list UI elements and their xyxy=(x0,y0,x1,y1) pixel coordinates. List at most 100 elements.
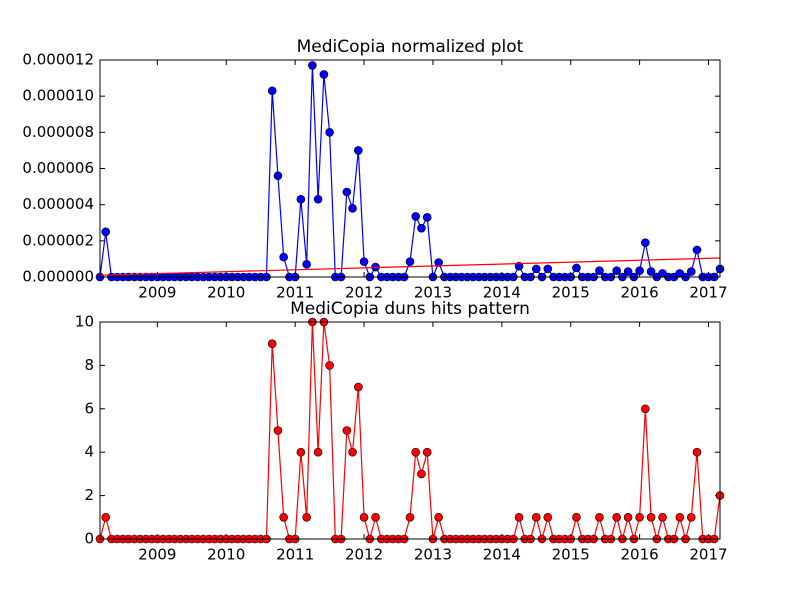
data-point xyxy=(646,267,656,276)
data-point xyxy=(692,447,702,457)
data-point xyxy=(348,203,357,213)
x-tick-label: 2013 xyxy=(414,284,452,302)
data-point xyxy=(279,252,288,262)
data-point xyxy=(302,260,311,269)
x-tick-label: 2015 xyxy=(552,546,590,564)
chart-title: MediCopia duns hits pattern xyxy=(290,299,530,319)
series-line xyxy=(99,321,721,542)
y-tick-label: 0.000006 xyxy=(22,159,94,177)
x-tick-label: 2011 xyxy=(276,546,314,564)
y-tick-label: 10 xyxy=(75,313,94,331)
x-tick-label: 2011 xyxy=(276,284,314,302)
data-point xyxy=(319,70,329,79)
chart-title: MediCopia normalized plot xyxy=(297,37,524,57)
data-point xyxy=(514,512,524,522)
data-point xyxy=(296,194,306,204)
data-point xyxy=(595,266,604,275)
data-point xyxy=(325,128,334,137)
data-point xyxy=(296,447,306,457)
x-tick-label: 2010 xyxy=(207,546,245,564)
data-point xyxy=(686,512,696,522)
data-point xyxy=(325,361,334,370)
x-tick-label: 2009 xyxy=(138,284,176,302)
data-point xyxy=(359,512,369,522)
y-tick-label: 0.000008 xyxy=(22,123,94,141)
x-tick-label: 2013 xyxy=(414,546,452,564)
y-tick-label: 0.000002 xyxy=(22,231,94,249)
data-point xyxy=(417,223,426,233)
data-point xyxy=(658,512,667,522)
x-tick-label: 2014 xyxy=(483,546,521,564)
data-point xyxy=(348,447,357,457)
data-point xyxy=(342,187,352,197)
data-point xyxy=(531,264,541,274)
data-point xyxy=(273,426,283,435)
x-tick-label: 2016 xyxy=(621,546,659,564)
data-point xyxy=(646,512,656,522)
data-point xyxy=(572,263,581,273)
series-line xyxy=(99,257,721,276)
data-point xyxy=(313,447,323,457)
data-point xyxy=(313,194,323,204)
data-point xyxy=(101,227,111,237)
x-tick-label: 2009 xyxy=(138,546,176,564)
plot-frame xyxy=(99,321,721,540)
x-tick-label: 2017 xyxy=(689,284,727,302)
y-tick-label: 0.000012 xyxy=(22,51,94,69)
data-point xyxy=(692,245,702,255)
data-point xyxy=(354,146,363,155)
data-point xyxy=(354,382,363,392)
data-point xyxy=(543,512,553,522)
y-tick-label: 0 xyxy=(84,530,94,548)
y-tick-label: 0.000000 xyxy=(22,268,94,286)
data-point xyxy=(101,512,111,522)
data-point xyxy=(267,86,277,96)
data-point xyxy=(342,426,352,435)
x-tick-label: 2015 xyxy=(552,284,590,302)
data-point xyxy=(405,257,415,266)
data-point xyxy=(371,512,380,522)
x-tick-label: 2016 xyxy=(621,284,659,302)
data-point xyxy=(422,447,432,457)
data-point xyxy=(417,469,426,479)
y-tick-label: 4 xyxy=(84,443,94,461)
data-point xyxy=(308,61,317,70)
x-tick-label: 2012 xyxy=(345,284,383,302)
data-point xyxy=(434,512,443,522)
y-tick-label: 0.000010 xyxy=(22,87,94,105)
x-tick-label: 2014 xyxy=(483,284,521,302)
data-point xyxy=(405,512,415,522)
data-point xyxy=(411,447,421,457)
data-point xyxy=(623,512,633,522)
data-point xyxy=(572,512,581,522)
x-tick-label: 2012 xyxy=(345,546,383,564)
data-point xyxy=(411,212,421,221)
data-point xyxy=(675,512,685,522)
data-point xyxy=(612,266,621,275)
data-point xyxy=(686,267,696,276)
data-point xyxy=(635,266,644,275)
data-point xyxy=(543,264,553,274)
data-point xyxy=(359,257,369,266)
data-point xyxy=(279,512,288,522)
y-tick-label: 0.000004 xyxy=(22,195,94,213)
data-point xyxy=(635,512,644,522)
x-tick-label: 2017 xyxy=(689,546,727,564)
data-point xyxy=(273,171,283,181)
data-point xyxy=(434,258,443,267)
y-tick-label: 6 xyxy=(84,399,94,417)
data-point xyxy=(623,267,633,276)
data-point xyxy=(531,512,541,522)
plot-frame xyxy=(99,59,721,278)
y-tick-label: 2 xyxy=(84,486,94,504)
data-point xyxy=(641,404,650,414)
series-line xyxy=(99,65,721,279)
data-point xyxy=(302,512,311,522)
x-tick-label: 2010 xyxy=(207,284,245,302)
data-point xyxy=(641,238,650,247)
data-point xyxy=(595,512,604,522)
y-tick-label: 8 xyxy=(84,356,94,374)
data-point xyxy=(612,512,621,522)
data-point xyxy=(267,339,277,349)
